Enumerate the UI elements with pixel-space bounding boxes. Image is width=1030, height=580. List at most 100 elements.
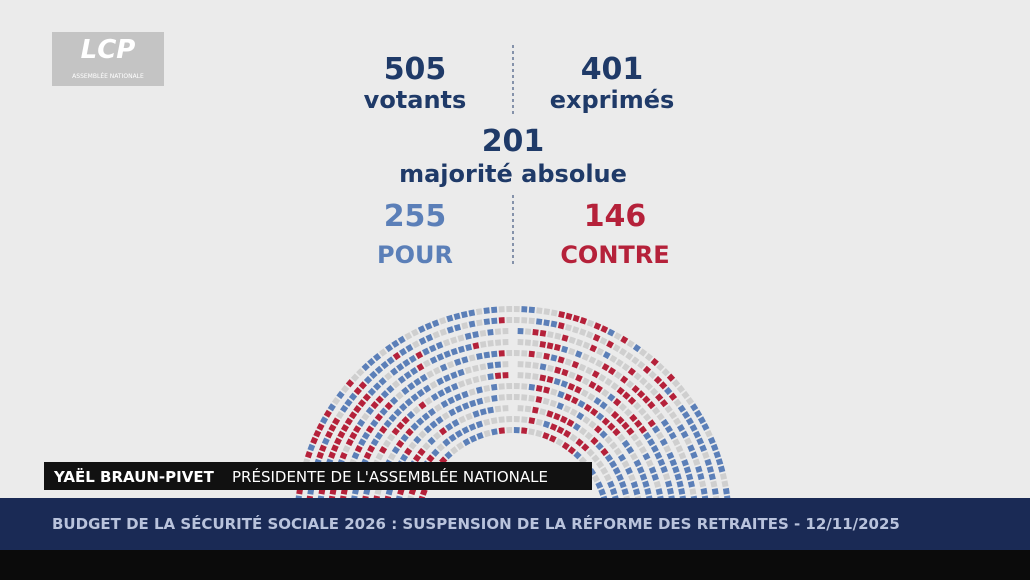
seat [472,410,480,418]
seat [594,384,603,393]
seat [699,480,707,488]
seat [668,392,678,401]
seat [601,388,610,398]
seat [432,331,441,339]
seat [344,398,353,407]
seat [613,447,622,456]
seat [461,322,469,330]
seat [420,488,428,496]
seat [594,425,603,434]
seat [456,441,465,451]
seat [441,412,450,421]
seat [621,363,630,372]
seat [528,350,535,358]
seat [528,394,535,402]
seat [671,379,681,388]
seat [342,445,351,453]
seat [639,473,648,481]
seat [683,466,692,474]
seat [713,450,721,459]
seat [621,460,630,469]
seat [615,358,624,367]
seat [438,427,448,436]
seat [428,344,437,353]
seat [625,352,634,361]
seat [595,460,605,469]
seat [399,403,408,412]
seat [618,347,628,357]
seat [348,411,358,420]
seat [450,446,459,455]
seat [693,430,701,439]
seat [417,447,426,457]
seat [401,386,410,395]
seat [397,375,406,384]
seat [429,380,438,389]
seat [358,381,367,390]
seat [417,325,426,334]
seat [401,416,410,425]
seat [387,433,396,442]
seat [450,371,458,380]
seat [572,422,581,432]
seat [464,332,472,340]
seat [476,352,483,360]
seat [595,412,605,421]
seat [483,385,491,392]
seat [700,487,708,495]
seat [461,390,469,399]
seat [424,322,433,331]
seat [367,357,376,367]
seat [719,472,728,480]
seat [375,395,384,404]
seat [380,360,389,370]
seat [643,413,652,422]
seat [450,347,458,356]
seat [416,417,425,426]
seat [353,386,362,396]
seat [532,340,539,347]
seat [599,401,608,410]
seat [651,425,661,434]
seat [572,326,580,334]
seat [586,319,595,328]
seat [451,419,460,428]
seat [711,488,719,495]
seat [633,372,642,381]
seat [599,337,608,345]
seat [563,429,572,438]
seat [631,385,640,394]
seat [604,435,613,444]
seat [458,415,467,424]
seat [370,419,379,428]
seat [675,445,684,453]
seat [601,417,610,426]
seat [632,343,641,353]
bottom-strip [0,550,1030,580]
seat [316,451,325,459]
seat [475,386,483,394]
seat [472,331,479,339]
seat [660,465,668,474]
seat [561,368,569,377]
seat [431,319,440,328]
seat [419,373,428,382]
seat [468,388,476,396]
seat [685,397,695,406]
seat [339,452,348,460]
seat [666,451,675,460]
seat [353,405,362,414]
seat [446,314,454,323]
seat [575,350,583,359]
seat [465,412,473,421]
seat [539,329,547,337]
seat [327,403,336,412]
seat [604,453,614,463]
seat [644,382,654,391]
contre-label: CONTRE [560,241,669,269]
seat [461,402,470,410]
seat [472,364,480,373]
seat [654,451,663,460]
seat [642,365,652,374]
